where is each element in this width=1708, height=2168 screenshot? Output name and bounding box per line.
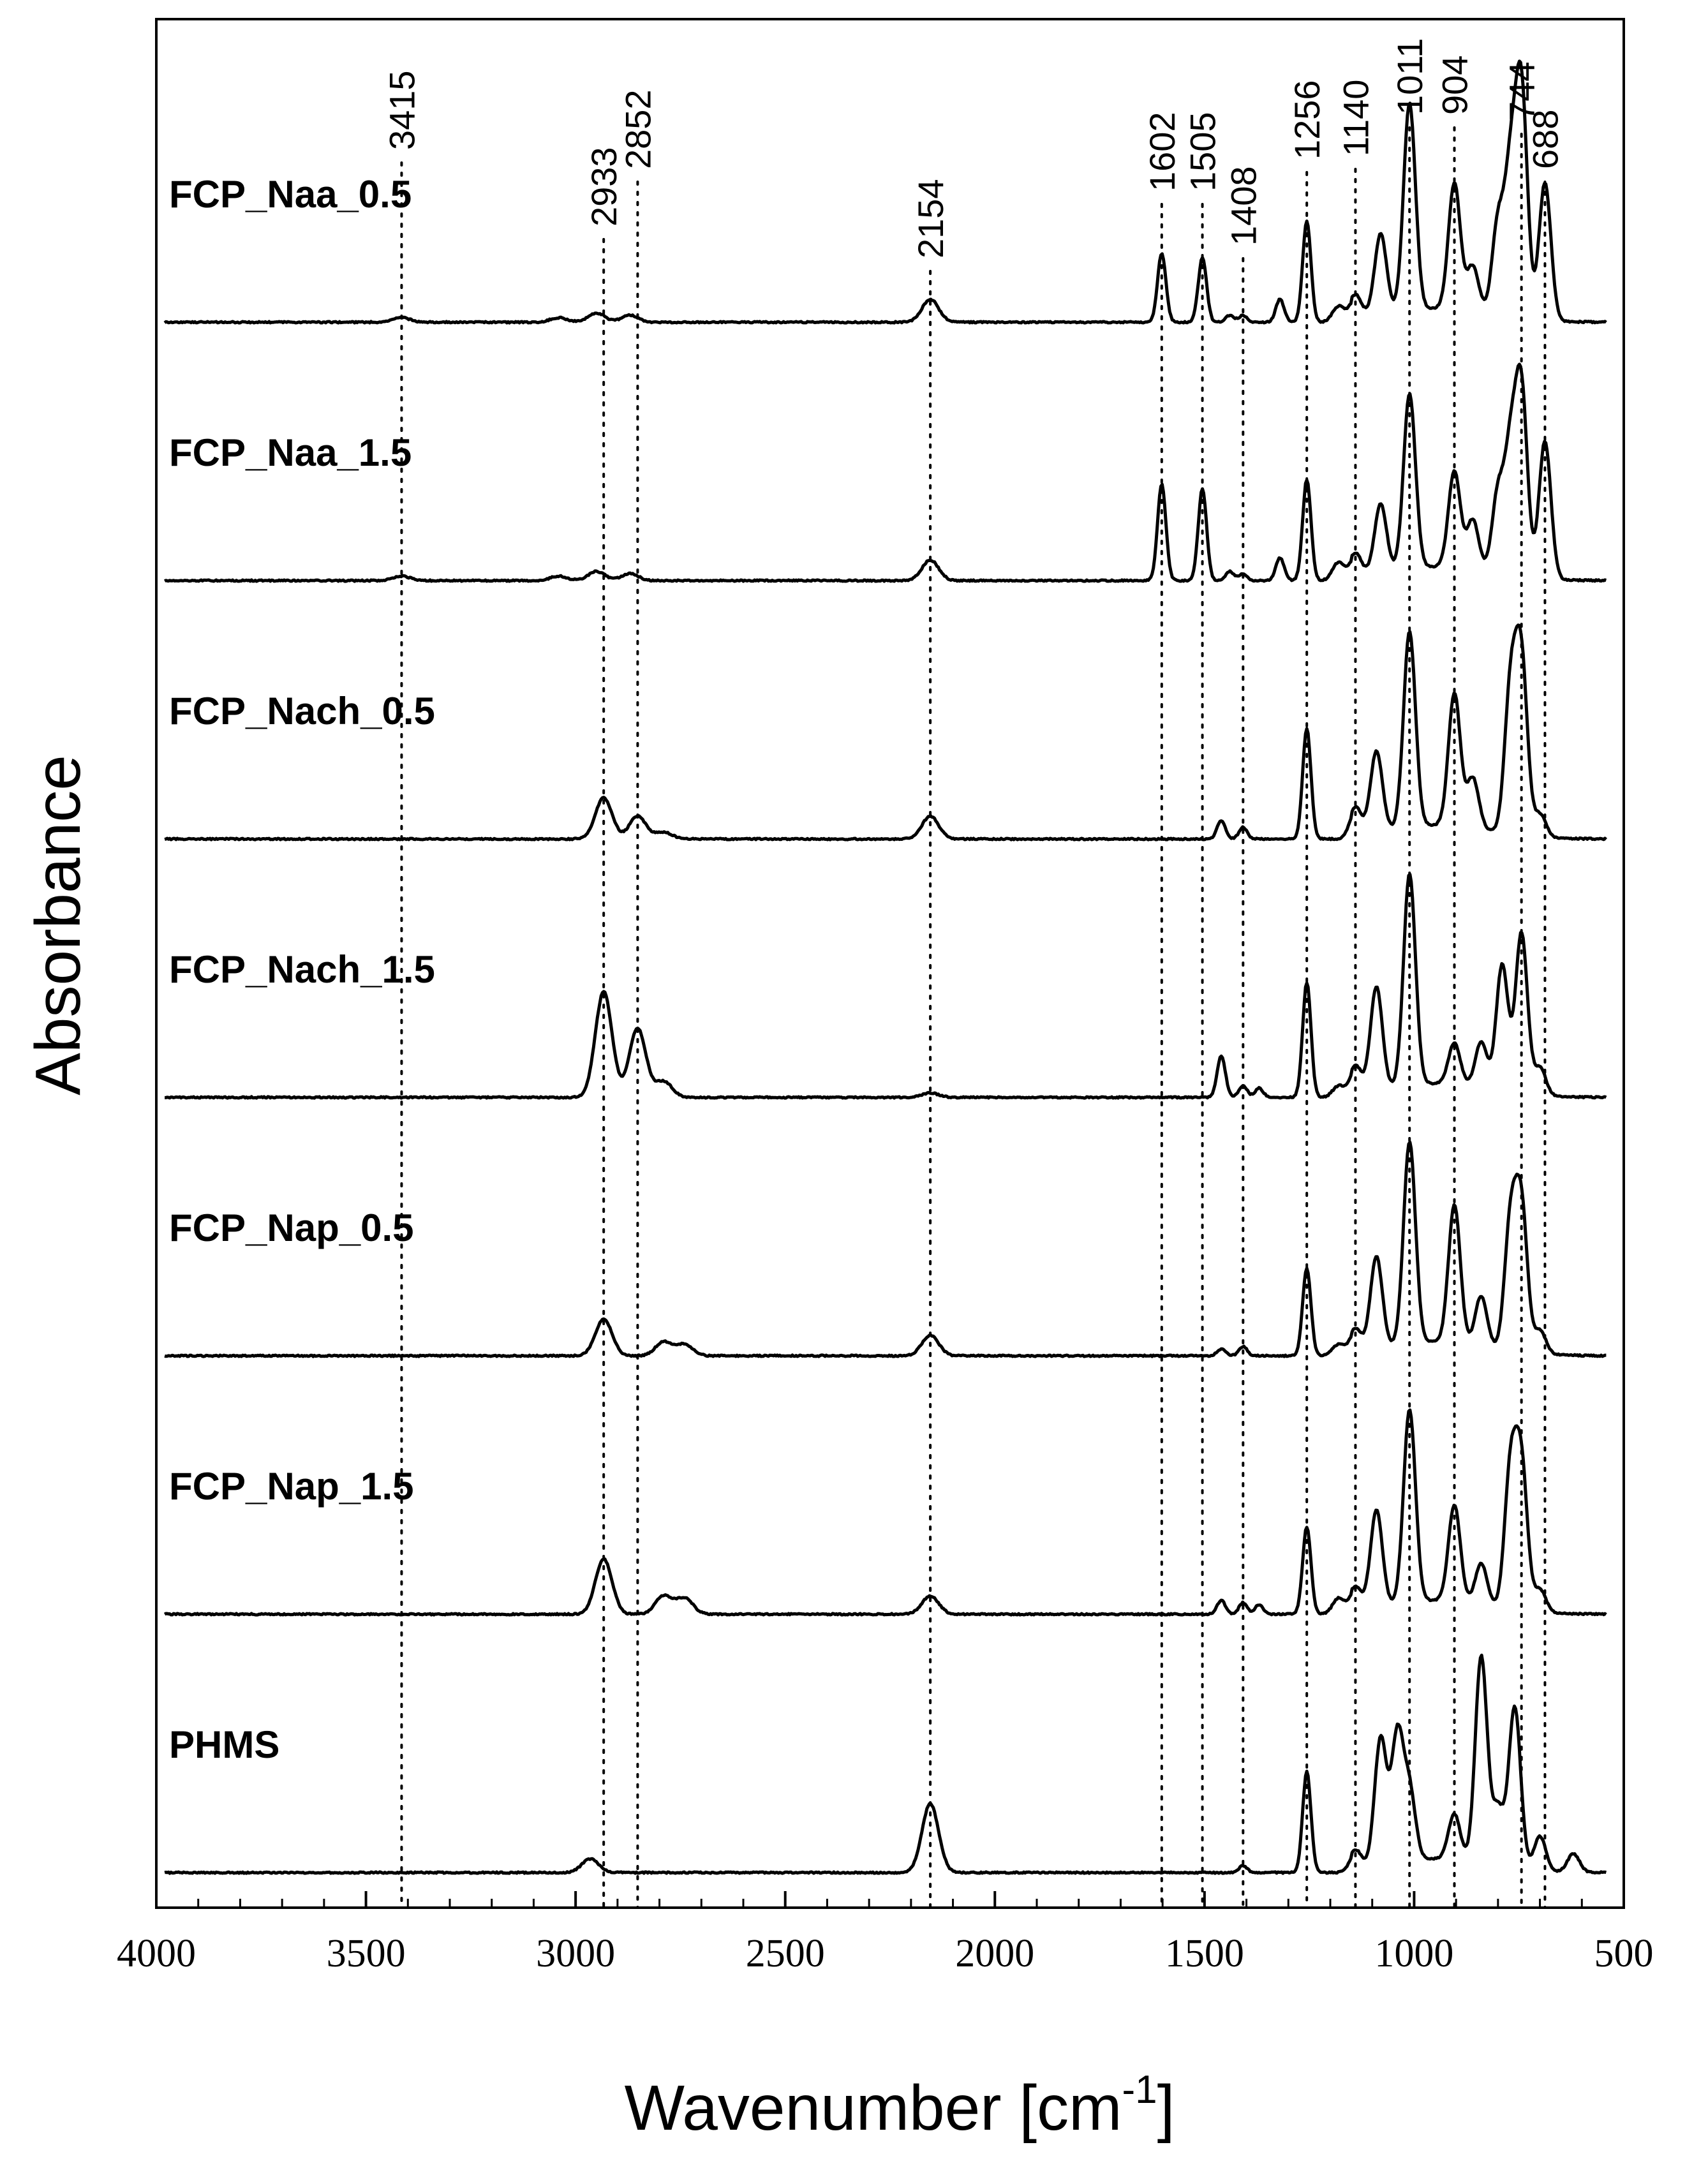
series-line-FCP_Nach_0.5	[164, 623, 1608, 842]
peak-label-1140: 1140	[1335, 80, 1376, 156]
series-line-FCP_Nap_0.5	[164, 1140, 1607, 1358]
x-axis: 4000 3500 3000 2500 2000 1500 1000 500	[117, 1891, 1654, 1975]
peak-label-2852: 2852	[618, 89, 658, 169]
series-line-PHMS	[164, 1653, 1607, 1875]
peak-label-1011: 1011	[1390, 38, 1430, 115]
x-tick-label-1000: 1000	[1374, 1932, 1453, 1975]
x-axis-title-superscript: -1	[1122, 2068, 1157, 2112]
spectra-series	[163, 59, 1608, 1875]
peak-label-1408: 1408	[1223, 166, 1263, 246]
x-tick-label-500: 500	[1594, 1932, 1654, 1975]
series-line-FCP_Nach_1.5	[164, 873, 1607, 1100]
series-label-FCP_Naa_1.5: FCP_Naa_1.5	[169, 431, 412, 474]
series-label-FCP_Nach_1.5: FCP_Nach_1.5	[169, 948, 435, 991]
x-tick-label-2500: 2500	[746, 1932, 825, 1975]
series-line-FCP_Naa_0.5	[163, 59, 1607, 325]
x-tick-label-3000: 3000	[536, 1932, 615, 1975]
peak-label-744: 744	[1502, 62, 1542, 121]
series-label-FCP_Naa_0.5: FCP_Naa_0.5	[169, 173, 412, 216]
peak-label-688: 688	[1525, 110, 1565, 169]
peak-label-1505: 1505	[1183, 112, 1223, 191]
series-line-FCP_Nap_1.5	[163, 1408, 1607, 1617]
series-labels: FCP_Naa_0.5 FCP_Naa_1.5 FCP_Nach_0.5 FCP_Na…	[169, 173, 435, 1766]
series-label-FCP_Nach_0.5: FCP_Nach_0.5	[169, 690, 435, 732]
series-line-FCP_Naa_1.5	[163, 362, 1607, 583]
x-tick-label-1500: 1500	[1165, 1932, 1244, 1975]
peak-label-1602: 1602	[1142, 112, 1182, 191]
peak-label-1256: 1256	[1287, 80, 1327, 160]
x-tick-label-3500: 3500	[327, 1932, 406, 1975]
peak-label-3415: 3415	[382, 70, 422, 150]
series-label-FCP_Nap_0.5: FCP_Nap_0.5	[169, 1207, 414, 1249]
x-axis-title-bracket: ]	[1157, 2072, 1175, 2144]
plot-frame	[155, 18, 1625, 1909]
y-axis-title: Absorbance	[22, 755, 94, 1095]
x-axis-title-main: Wavenumber [cm	[625, 2072, 1122, 2144]
x-axis-title: Wavenumber [cm-1]	[625, 2068, 1175, 2144]
reference-lines	[400, 126, 1547, 1909]
peak-label-904: 904	[1435, 56, 1475, 115]
peak-label-2154: 2154	[910, 179, 951, 258]
series-label-PHMS: PHMS	[169, 1723, 279, 1766]
series-label-FCP_Nap_1.5: FCP_Nap_1.5	[169, 1465, 414, 1508]
peak-label-2933: 2933	[584, 147, 624, 226]
x-tick-label-2000: 2000	[955, 1932, 1034, 1975]
x-tick-label-4000: 4000	[117, 1932, 196, 1975]
